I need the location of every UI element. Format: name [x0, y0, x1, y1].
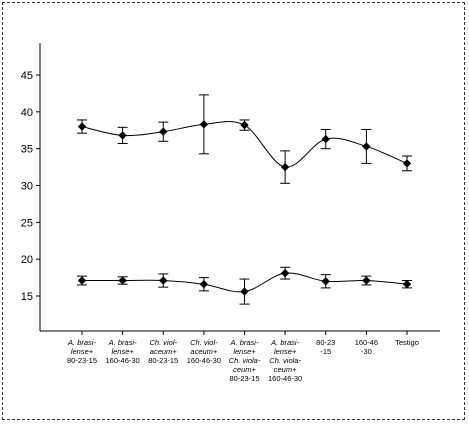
x-tick-label-line: A. brasi-	[108, 338, 137, 347]
x-tick-label-line: Testigo	[395, 338, 419, 347]
y-tick-label: 20	[21, 254, 33, 266]
x-tick-label-line: 80-23-15	[67, 356, 97, 365]
x-tick-label-line: Ch. viola-	[269, 356, 301, 365]
x-tick-label-line: 80-23-15	[148, 356, 178, 365]
data-point-series-1	[159, 127, 168, 136]
data-point-series-2	[280, 268, 290, 278]
x-tick-label-line: Ch. viola-	[229, 356, 261, 365]
x-tick-label-line: 160-46	[355, 338, 378, 347]
data-point-series-1	[362, 142, 371, 151]
x-tick-label-line: 80-23	[316, 338, 335, 347]
y-tick-label: 25	[21, 217, 33, 229]
x-tick-label: A. brasi-lense+ Ch. viola-ceum+ 80-23-15	[229, 338, 261, 383]
y-tick-label: 35	[21, 144, 33, 156]
x-tick-label-line: 160-46-30	[106, 356, 140, 365]
data-point-series-1	[402, 159, 412, 168]
data-point-series-2	[321, 277, 330, 286]
x-tick-label: Testigo	[395, 338, 419, 347]
x-tick-label-line: A. brasi-	[270, 338, 299, 347]
data-point-series-2	[77, 276, 87, 285]
x-tick-label-line: lense+	[111, 347, 134, 356]
data-point-series-1	[118, 131, 127, 140]
y-tick-label: 30	[21, 181, 33, 193]
data-point-series-1	[77, 122, 87, 131]
data-point-series-2	[402, 280, 412, 289]
x-tick-label-line: A. brasi-	[67, 338, 96, 347]
data-point-series-2	[240, 287, 249, 296]
x-tick-label-line: -15	[320, 347, 331, 356]
data-point-series-2	[118, 276, 127, 285]
x-tick-label: 160-46 -30	[355, 338, 378, 356]
data-point-series-1	[199, 120, 209, 129]
x-tick-label: Ch. viol-aceum+ 80-23-15	[148, 338, 178, 365]
x-tick-label-line: 160-46-30	[268, 374, 302, 383]
x-tick-label: A. brasi-lense+ Ch. viola-ceum+ 160-46-30	[268, 338, 302, 383]
data-point-series-2	[199, 280, 209, 289]
data-point-series-1	[240, 120, 249, 130]
x-tick-label-line: 160-46-30	[187, 356, 221, 365]
x-tick-label: Ch. viol-aceum+ 160-46-30	[187, 338, 221, 365]
x-tick-label: 80-23 -15	[316, 338, 335, 356]
x-tick-label-line: 80-23-15	[229, 374, 259, 383]
x-tick-label-line: lense+	[233, 347, 256, 356]
data-point-series-1	[321, 134, 330, 144]
x-tick-label-line: Ch. viol-	[149, 338, 177, 347]
y-tick-label: 15	[21, 291, 33, 303]
x-tick-label-line: Ch. viol-	[190, 338, 218, 347]
x-tick-label-line: -30	[361, 347, 372, 356]
x-tick-label-line: A. brasi-	[230, 338, 259, 347]
y-tick-label: 45	[21, 70, 33, 82]
x-tick-label-line: ceum+	[233, 365, 256, 374]
figure-frame	[2, 2, 465, 420]
x-tick-label-line: lense+	[274, 347, 297, 356]
data-point-series-2	[159, 276, 168, 285]
data-point-series-1	[280, 162, 290, 172]
x-tick-label-line: ceum+	[274, 365, 297, 374]
x-tick-label-line: aceum+	[150, 347, 178, 356]
x-tick-label-line: lense+	[71, 347, 94, 356]
data-point-series-2	[362, 276, 371, 285]
x-tick-label: A. brasi-lense+ 80-23-15	[67, 338, 97, 365]
x-tick-label-line: aceum+	[190, 347, 218, 356]
y-tick-label: 40	[21, 107, 33, 119]
x-tick-label: A. brasi-lense+ 160-46-30	[106, 338, 140, 365]
